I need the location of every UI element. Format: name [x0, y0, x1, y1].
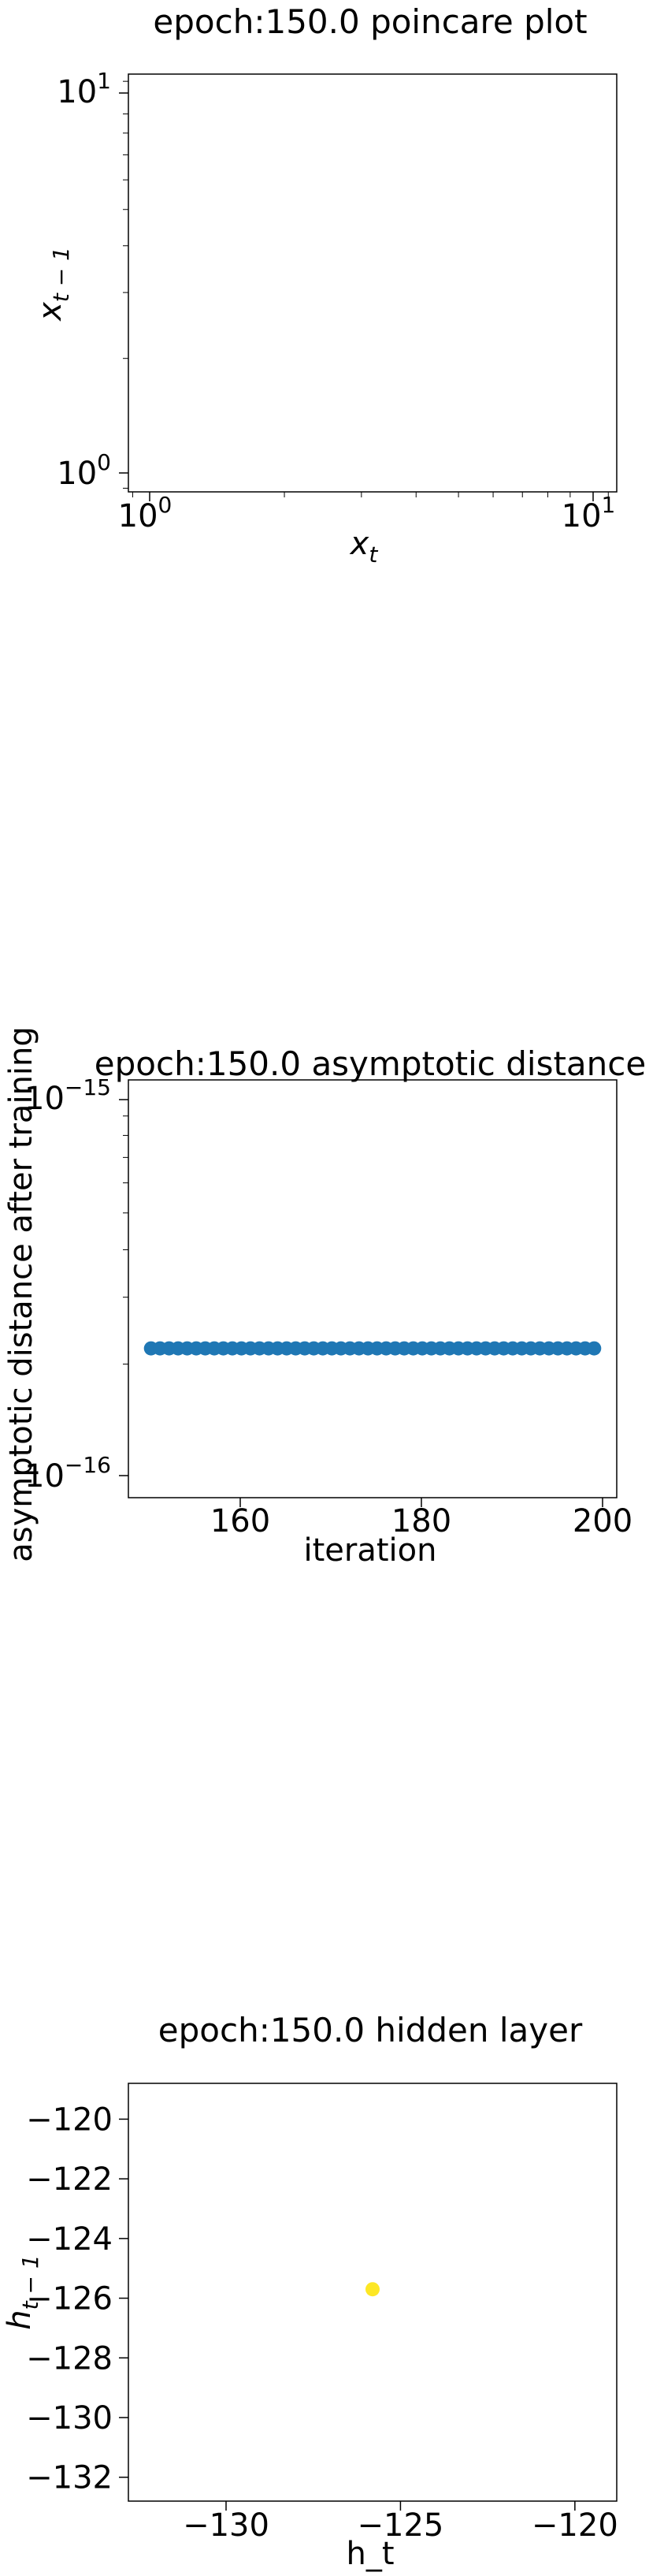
y-tick-label: −126: [26, 2281, 113, 2317]
data-point: [587, 1341, 602, 1356]
plot-frame: [128, 2083, 618, 2502]
y-tick-label: −128: [26, 2340, 113, 2377]
plot-frame: [128, 73, 618, 493]
x-axis-label: iteration: [304, 1532, 437, 1569]
panel-hidden-layer: epoch:150.0 hidden layer −130 −125 −120 −12…: [2, 2011, 618, 2572]
x-axis-label: xt: [349, 526, 379, 568]
x-tick-label: −125: [357, 2507, 443, 2544]
x-tick-label: 200: [573, 1503, 632, 1539]
minor-ticks: [123, 80, 609, 497]
y-axis-label: asymptotic distance after training: [3, 1026, 39, 1562]
y-axis-label: ht − 1: [2, 2254, 43, 2329]
y-tick-label: −124: [26, 2221, 113, 2258]
data-points: [143, 1341, 602, 1356]
x-tick-label: −130: [183, 2507, 269, 2544]
chart-title: epoch:150.0 poincare plot: [153, 2, 587, 41]
chart-title: epoch:150.0 hidden layer: [158, 2011, 583, 2049]
x-tick-label: −120: [532, 2507, 618, 2544]
y-tick-label: −130: [26, 2400, 113, 2436]
y-tick-label: 100: [57, 449, 111, 492]
axis-ticks: −130 −125 −120 −120 −122 −124 −126 −128 −130 −132: [26, 2101, 618, 2544]
y-tick-label: 101: [57, 68, 111, 110]
chart-title: epoch:150.0 asymptotic distance: [95, 1044, 646, 1083]
x-axis-label: h_t: [346, 2536, 394, 2572]
y-tick-label: −122: [26, 2161, 113, 2198]
panel-asymptotic-distance: epoch:150.0 asymptotic distance 10−15 10…: [3, 1026, 646, 1569]
x-tick-label: 101: [562, 492, 616, 534]
x-tick-label: 100: [118, 492, 172, 534]
data-point: [365, 2282, 380, 2297]
y-axis-label: xt − 1: [32, 247, 74, 322]
y-tick-label: −132: [26, 2460, 113, 2496]
panel-poincare-plot: epoch:150.0 poincare plot 101 100 100 10…: [32, 2, 618, 568]
y-tick-label: 10−15: [24, 1074, 111, 1117]
x-tick-label: 180: [391, 1503, 451, 1539]
data-points: [365, 2282, 380, 2297]
y-tick-label: 10−16: [24, 1452, 111, 1495]
y-tick-label: −120: [26, 2101, 113, 2138]
x-tick-label: 160: [210, 1503, 270, 1539]
plot-frame: [128, 1079, 618, 1498]
minor-ticks: [123, 1115, 128, 1365]
